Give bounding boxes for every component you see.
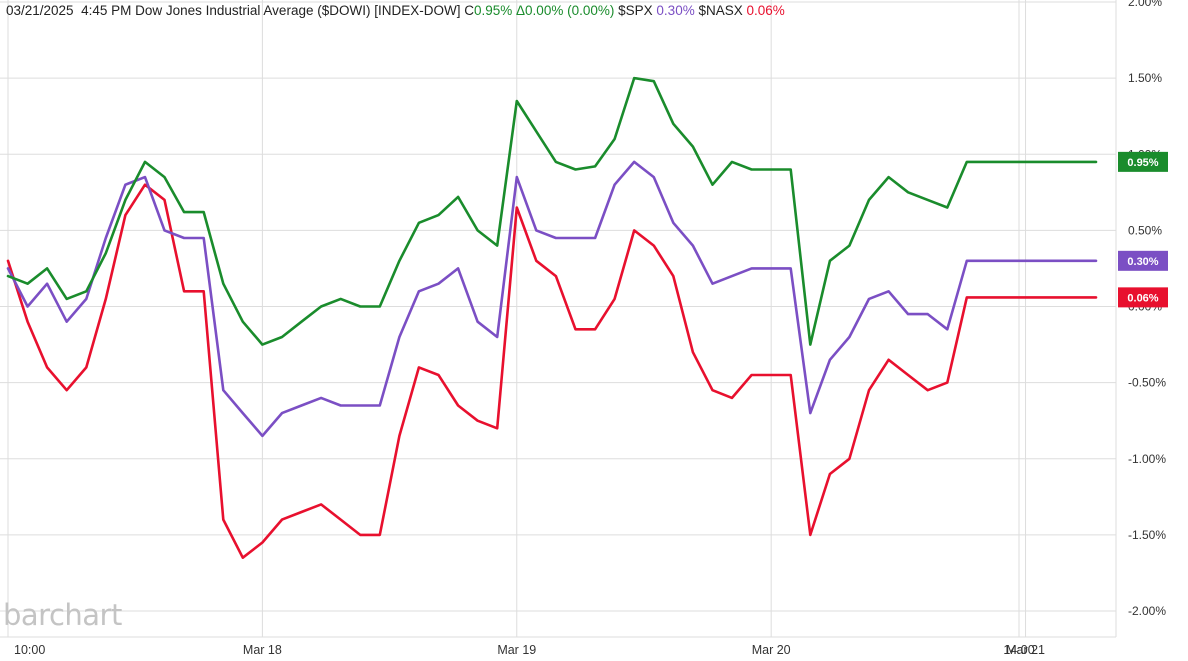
badge-value: 0.95% (1127, 157, 1158, 169)
header-symbol-name: Dow Jones Industrial Average ($DOWI) [IN… (135, 3, 461, 18)
header-nasx-value: 0.06% (746, 3, 785, 18)
header-nasx-label: $NASX (698, 3, 743, 18)
y-tick-label: 0.50% (1128, 223, 1162, 237)
header-change-value: 0.95% (473, 3, 513, 18)
value-badges: 0.95% 0.30% 0.06% (1118, 151, 1168, 308)
series-lines (6, 76, 1098, 560)
y-tick-label: -0.50% (1128, 376, 1166, 390)
x-tick-label: Mar 18 (243, 643, 282, 657)
badge-spx: 0.30% (1118, 250, 1168, 271)
header-datetime: 03/21/2025 4:45 PM (6, 3, 132, 18)
badge-background (1118, 287, 1168, 308)
header-spx-label: $SPX (618, 3, 653, 18)
y-axis-ticks: 2.00%1.50%1.00%0.50%0.00%-0.50%-1.00%-1.… (1128, 0, 1166, 618)
badge-nasx: 0.06% (1118, 287, 1168, 308)
y-tick-label: -1.00% (1128, 452, 1166, 466)
badge-background (1118, 250, 1168, 271)
chart-header: 03/21/2025 4:45 PM Dow Jones Industrial … (6, 3, 785, 18)
y-tick-label: -2.00% (1128, 604, 1166, 618)
grid-lines (0, 0, 1116, 637)
x-tick-label: Mar 20 (752, 643, 791, 657)
header-change-prefix: C (464, 3, 474, 18)
badge-dowi: 0.95% (1118, 151, 1168, 172)
x-tick-label: Mar 19 (497, 643, 536, 657)
header-delta: Δ0.00% (0.00%) (516, 3, 615, 18)
y-tick-label: -1.50% (1128, 528, 1166, 542)
x-tick-label: 10:00 (14, 643, 45, 657)
y-tick-label: 1.50% (1128, 71, 1162, 85)
series-line-spx (6, 160, 1098, 438)
series-line-dowi (6, 76, 1098, 346)
badge-background (1118, 151, 1168, 172)
header-spx-value: 0.30% (656, 3, 695, 18)
y-tick-label: 2.00% (1128, 0, 1162, 9)
x-tick-label: Mar 21 (1006, 643, 1045, 657)
barchart-logo: barchart (3, 598, 122, 632)
x-tick-label: 14:00 (1003, 643, 1034, 657)
badge-value: 0.30% (1127, 256, 1158, 268)
badge-value: 0.06% (1127, 292, 1158, 304)
series-line-nasx (6, 183, 1098, 560)
